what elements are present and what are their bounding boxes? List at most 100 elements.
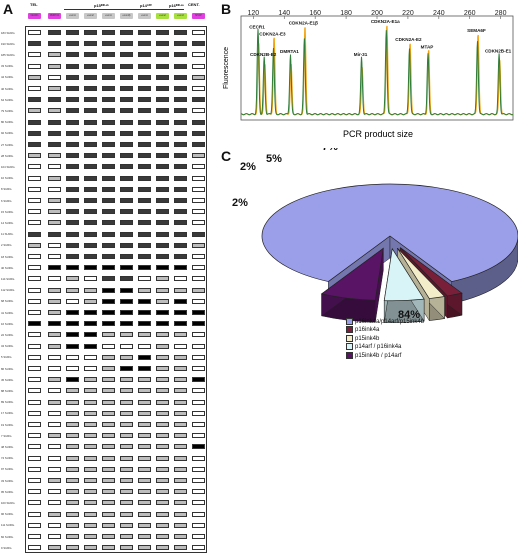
grid-cell xyxy=(66,310,79,315)
grid-cell xyxy=(138,511,151,517)
grid-cell xyxy=(66,444,79,450)
legend-swatch xyxy=(346,343,353,351)
grid-cell xyxy=(102,354,115,360)
grid-cell xyxy=(138,242,151,248)
x-tick-label: 280 xyxy=(495,10,507,17)
legend-label: p16ink4a/p14arf/p15ink4b xyxy=(355,319,425,326)
grid-cell xyxy=(66,354,79,360)
grid-cell xyxy=(28,142,41,147)
row-label: 48 SURG. xyxy=(1,444,14,449)
grid-cell xyxy=(84,455,97,461)
grid-cell xyxy=(174,433,187,439)
column-pill-3: exon2 xyxy=(84,13,97,19)
grid-cell xyxy=(192,265,205,271)
grid-cell xyxy=(102,455,115,461)
grid-cell xyxy=(102,388,115,394)
grid-cell xyxy=(48,377,61,383)
grid-cell xyxy=(102,310,115,315)
grid-cell xyxy=(66,522,79,528)
grid-cell xyxy=(174,545,187,551)
column-pill-5: exon1β xyxy=(120,13,133,19)
grid-cell xyxy=(156,455,169,461)
grid-cell xyxy=(156,343,169,349)
grid-cell xyxy=(174,388,187,394)
grid-cell xyxy=(156,534,169,539)
grid-cell xyxy=(156,209,169,215)
peak-label: CDKN2A-E3 xyxy=(259,32,286,37)
grid-cell xyxy=(66,534,79,539)
grid-cell xyxy=(120,74,133,80)
grid-cell xyxy=(192,175,205,181)
grid-cell xyxy=(48,388,61,394)
grid-cell xyxy=(156,276,169,282)
grid-cell xyxy=(28,153,41,159)
grid-cell xyxy=(66,433,79,439)
grid-cell xyxy=(48,466,61,472)
row-label: 97 SURG. xyxy=(1,467,14,472)
grid-cell xyxy=(48,220,61,226)
grid-cell xyxy=(120,511,133,517)
grid-cell xyxy=(120,321,133,327)
grid-cell xyxy=(48,254,61,259)
grid-cell xyxy=(138,74,151,80)
pie-pct-label: 2% xyxy=(240,161,256,173)
grid-cell xyxy=(28,522,41,528)
grid-cell xyxy=(138,388,151,394)
grid-cell xyxy=(48,433,61,439)
grid-cell xyxy=(48,332,61,338)
grid-cell xyxy=(66,455,79,461)
row-label: 22 SURG. xyxy=(1,332,14,337)
grid-cell xyxy=(28,52,41,58)
grid-cell xyxy=(48,74,61,80)
grid-cell xyxy=(84,399,97,405)
header-cent: CENT. xyxy=(188,2,200,7)
grid-cell xyxy=(120,343,133,349)
grid-cell xyxy=(120,399,133,405)
grid-cell xyxy=(84,410,97,416)
grid-cell xyxy=(102,52,115,58)
grid-cell xyxy=(174,74,187,80)
grid-cell xyxy=(156,52,169,58)
pie-pct-label: 2% xyxy=(232,197,248,209)
grid-cell xyxy=(84,500,97,506)
grid-cell xyxy=(192,366,205,371)
grid-cell xyxy=(84,97,97,103)
grid-cell xyxy=(192,119,205,125)
grid-cell xyxy=(66,321,79,327)
grid-cell xyxy=(48,321,61,327)
grid-cell xyxy=(48,97,61,103)
grid-cell xyxy=(84,220,97,226)
grid-cell xyxy=(192,321,205,327)
grid-cell xyxy=(102,399,115,405)
grid-cell xyxy=(192,522,205,528)
grid-cell xyxy=(84,153,97,159)
grid-cell xyxy=(66,209,79,215)
grid-cell xyxy=(28,265,41,271)
grid-cell xyxy=(138,433,151,439)
panel-b-letter: B xyxy=(221,1,232,17)
grid-cell xyxy=(156,332,169,338)
legend-item: p16ink4a/p14arf/p15ink4b xyxy=(346,318,424,326)
grid-cell xyxy=(138,41,151,47)
grid-cell xyxy=(28,433,41,439)
grid-cell xyxy=(28,410,41,416)
grid-cell xyxy=(138,455,151,461)
grid-cell xyxy=(84,388,97,394)
grid-cell xyxy=(174,153,187,159)
row-label: 100 SURG. xyxy=(1,500,16,505)
grid-cell xyxy=(102,74,115,80)
row-label: 15 SURG. xyxy=(1,209,14,214)
grid-cell xyxy=(120,522,133,528)
grid-cell xyxy=(174,410,187,416)
grid-cell xyxy=(48,209,61,215)
x-tick-label: 240 xyxy=(433,10,445,17)
row-label: 33 SURG. xyxy=(1,478,14,483)
grid-cell xyxy=(192,489,205,495)
grid-cell xyxy=(174,310,187,315)
grid-cell xyxy=(156,444,169,450)
grid-cell xyxy=(120,242,133,248)
grid-cell xyxy=(156,478,169,483)
grid-cell xyxy=(48,511,61,517)
grid-cell xyxy=(66,108,79,114)
grid-cell xyxy=(84,186,97,192)
